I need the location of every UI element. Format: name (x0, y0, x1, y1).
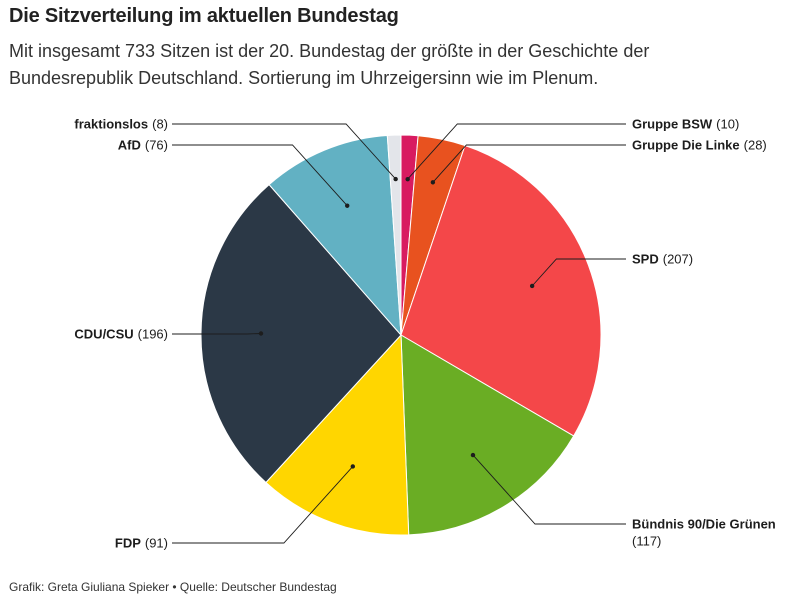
chart-title: Die Sitzverteilung im aktuellen Bundesta… (9, 5, 399, 27)
slice-label-name: AfD (118, 138, 141, 153)
slice-label-gruppe-die-linke: Gruppe Die Linke (28) (632, 138, 767, 153)
slice-label-name: CDU/CSU (74, 327, 133, 342)
leader-line-gruppe-die-linke (432, 144, 626, 183)
pie-slice-fdp[interactable] (265, 333, 410, 536)
leader-dot-cdu-csu (258, 331, 264, 336)
pie-slice-spd[interactable] (400, 144, 602, 437)
leader-dot-bündnis-90-die-grünen (470, 452, 476, 458)
slice-label-gruppe-bsw: Gruppe BSW (10) (632, 117, 739, 132)
leader-line-fraktionslos (172, 123, 397, 180)
leader-line-bündnis-90-die-grünen (472, 454, 626, 525)
slice-label-spd: SPD (207) (632, 252, 693, 267)
slice-label-count: (117) (632, 534, 661, 549)
slice-label-count: (207) (663, 252, 693, 267)
leader-dot-gruppe-bsw (405, 176, 410, 182)
pie-slice-bündnis-90-die-grünen[interactable] (400, 334, 575, 536)
slice-label-name: SPD (632, 252, 659, 267)
slice-label-count: (28) (744, 138, 767, 153)
slice-label-cdu-csu: CDU/CSU (196) (74, 327, 168, 342)
slice-label-name: Gruppe Die Linke (632, 138, 740, 153)
slice-label-count: (8) (152, 117, 168, 132)
leader-dot-gruppe-die-linke (430, 180, 436, 185)
slice-label-count: (76) (145, 138, 168, 153)
leader-dot-spd (529, 283, 535, 289)
leader-line-gruppe-bsw (407, 123, 626, 180)
slice-label-name: FDP (115, 536, 141, 551)
pie-slices (200, 134, 602, 536)
slice-label-count: (196) (138, 327, 168, 342)
slice-label-bündnis-90-die-grünen: Bündnis 90/Die Grünen (117) (632, 517, 776, 549)
leader-line-fdp (172, 466, 354, 544)
leader-dot-fdp (350, 464, 355, 469)
leader-line-afd (172, 144, 348, 207)
leader-dot-fraktionslos (393, 176, 398, 182)
slice-label-afd: AfD (76) (118, 138, 168, 153)
pie-labels: Gruppe BSW (10) Gruppe Die Linke (28) SPD (20… (74, 117, 775, 551)
slice-label-fdp: FDP (91) (115, 536, 168, 551)
pie-slice-cdu-csu[interactable] (200, 183, 402, 484)
source-credit: Grafik: Greta Giuliana Spieker • Quelle:… (9, 580, 337, 594)
slice-label-name: Bündnis 90/Die Grünen (632, 517, 776, 532)
slice-label-fraktionslos: fraktionslos (8) (74, 117, 168, 132)
leader-line-cdu-csu (172, 333, 262, 335)
pie-slice-fraktionslos[interactable] (386, 134, 402, 336)
slice-label-count: (10) (716, 117, 739, 132)
pie-slice-afd[interactable] (268, 134, 402, 337)
slice-label-count: (91) (145, 536, 168, 551)
slice-label-name: Gruppe BSW (632, 117, 713, 132)
leader-line-spd (531, 258, 626, 287)
slice-label-name: fraktionslos (74, 117, 148, 132)
chart-subtitle: Mit insgesamt 733 Sitzen ist der 20. Bun… (9, 41, 650, 88)
leader-dot-afd (345, 203, 350, 208)
